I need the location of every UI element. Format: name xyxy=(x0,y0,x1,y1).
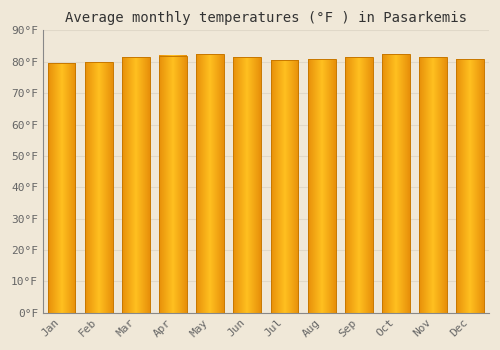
Bar xyxy=(270,60,298,313)
Bar xyxy=(345,57,373,313)
Bar xyxy=(234,57,262,313)
Bar xyxy=(382,54,410,313)
Bar xyxy=(196,54,224,313)
Bar xyxy=(48,63,76,313)
Bar xyxy=(308,59,336,313)
Bar xyxy=(419,57,447,313)
Bar xyxy=(85,62,112,313)
Bar xyxy=(159,56,187,313)
Bar xyxy=(122,57,150,313)
Title: Average monthly temperatures (°F ) in Pasarkemis: Average monthly temperatures (°F ) in Pa… xyxy=(65,11,467,25)
Bar xyxy=(456,59,484,313)
